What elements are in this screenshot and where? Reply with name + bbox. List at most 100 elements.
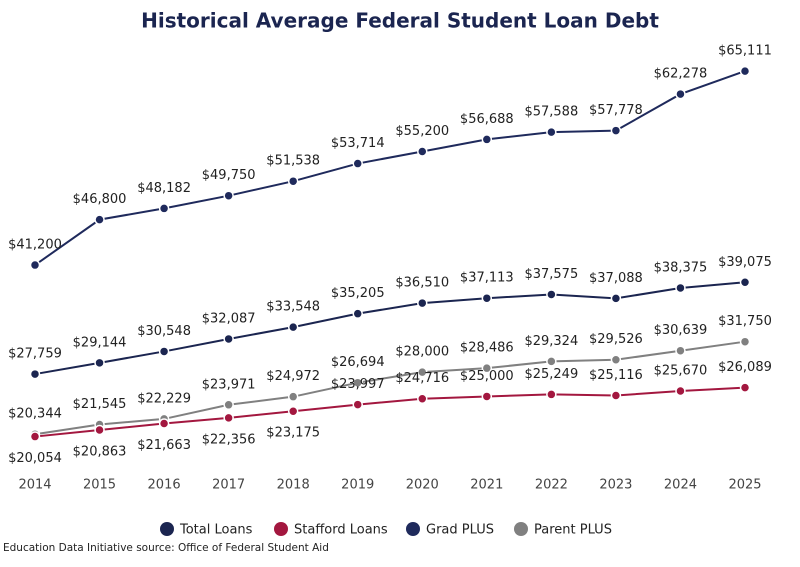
data-label: $23,971 bbox=[202, 377, 256, 392]
legend-marker bbox=[406, 522, 420, 536]
data-point bbox=[675, 385, 686, 397]
data-label: $57,778 bbox=[589, 103, 643, 118]
data-point bbox=[610, 125, 622, 136]
data-label: $21,663 bbox=[137, 438, 191, 453]
data-point bbox=[94, 214, 105, 225]
data-label: $29,324 bbox=[524, 334, 578, 349]
data-label: $24,716 bbox=[395, 371, 449, 386]
data-label: $23,175 bbox=[266, 426, 320, 441]
legend-label: Total Loans bbox=[179, 523, 253, 538]
x-tick-label: 2016 bbox=[148, 478, 181, 493]
series-line bbox=[34, 386, 746, 438]
data-point bbox=[546, 389, 557, 400]
data-label: $49,750 bbox=[202, 168, 256, 183]
data-point bbox=[223, 333, 234, 345]
x-tick-label: 2019 bbox=[341, 478, 374, 493]
data-point bbox=[546, 356, 557, 367]
data-point bbox=[739, 382, 751, 393]
data-label: $37,113 bbox=[460, 271, 514, 286]
data-point bbox=[739, 277, 751, 288]
data-label: $36,510 bbox=[395, 276, 449, 291]
source-note: Education Data Initiative source: Office… bbox=[3, 542, 329, 554]
x-tick-label: 2017 bbox=[212, 478, 245, 493]
data-label: $30,639 bbox=[654, 323, 708, 338]
data-label: $46,800 bbox=[73, 192, 127, 207]
data-label: $30,548 bbox=[137, 324, 191, 339]
data-label: $62,278 bbox=[654, 67, 708, 82]
x-tick-label: 2020 bbox=[406, 478, 439, 493]
x-tick-label: 2023 bbox=[599, 478, 632, 493]
data-point bbox=[417, 393, 428, 404]
x-tick-label: 2015 bbox=[83, 478, 116, 493]
data-label: $51,538 bbox=[266, 154, 320, 169]
data-label: $39,075 bbox=[718, 255, 772, 270]
data-label: $37,088 bbox=[589, 271, 643, 286]
series-line bbox=[34, 340, 746, 436]
data-point bbox=[287, 405, 299, 417]
data-point bbox=[352, 158, 363, 169]
data-label: $20,054 bbox=[8, 451, 62, 466]
x-tick-label: 2025 bbox=[728, 478, 761, 493]
series-line bbox=[34, 281, 746, 376]
data-point bbox=[610, 390, 622, 401]
data-point bbox=[352, 399, 363, 410]
data-label: $29,526 bbox=[589, 332, 643, 347]
data-label: $24,972 bbox=[266, 369, 320, 384]
data-point bbox=[94, 357, 105, 369]
x-tick-label: 2018 bbox=[277, 478, 310, 493]
data-label: $31,750 bbox=[718, 314, 772, 329]
x-tick-label: 2024 bbox=[664, 478, 697, 493]
data-point bbox=[675, 282, 686, 294]
data-label: $28,000 bbox=[395, 345, 449, 360]
data-point bbox=[481, 362, 493, 374]
chart-title: Historical Average Federal Student Loan … bbox=[141, 9, 659, 33]
data-label: $29,144 bbox=[73, 335, 127, 350]
data-point bbox=[158, 418, 170, 429]
data-label: $21,545 bbox=[73, 397, 127, 412]
x-tick-label: 2021 bbox=[470, 478, 503, 493]
data-point bbox=[287, 391, 299, 402]
data-point bbox=[287, 175, 299, 187]
data-label: $35,205 bbox=[331, 286, 385, 301]
data-point bbox=[29, 368, 41, 380]
data-point bbox=[223, 399, 234, 411]
legend-label: Stafford Loans bbox=[294, 523, 388, 538]
data-label: $27,759 bbox=[8, 347, 62, 362]
legend-label: Parent PLUS bbox=[534, 523, 612, 538]
data-point bbox=[610, 354, 622, 365]
legend-marker bbox=[514, 522, 528, 536]
data-point bbox=[158, 203, 170, 214]
series-line bbox=[34, 70, 746, 266]
data-point bbox=[739, 65, 751, 77]
data-label: $26,694 bbox=[331, 355, 385, 370]
data-label: $33,548 bbox=[266, 300, 320, 315]
data-label: $56,688 bbox=[460, 112, 514, 127]
data-label: $23,997 bbox=[331, 377, 385, 392]
data-label: $22,229 bbox=[137, 391, 191, 406]
data-point bbox=[29, 431, 41, 442]
data-label: $38,375 bbox=[654, 260, 708, 275]
data-label: $32,087 bbox=[202, 311, 256, 326]
data-label: $20,344 bbox=[8, 407, 62, 422]
data-label: $22,356 bbox=[202, 432, 256, 447]
data-point bbox=[481, 391, 493, 402]
data-point bbox=[546, 126, 557, 138]
data-point bbox=[352, 308, 363, 319]
x-tick-label: 2022 bbox=[535, 478, 568, 493]
data-point bbox=[675, 345, 686, 356]
legend-marker bbox=[274, 522, 288, 536]
legend-marker bbox=[160, 522, 174, 536]
data-point bbox=[158, 346, 170, 357]
data-label: $65,111 bbox=[718, 44, 772, 59]
data-label: $25,000 bbox=[460, 369, 514, 384]
data-point bbox=[29, 259, 41, 271]
data-point bbox=[481, 292, 493, 304]
data-label: $28,486 bbox=[460, 341, 514, 356]
data-label: $55,200 bbox=[395, 124, 449, 139]
data-point bbox=[352, 377, 363, 388]
data-label: $25,249 bbox=[524, 367, 578, 382]
data-point bbox=[610, 293, 622, 304]
data-label: $26,089 bbox=[718, 360, 772, 375]
data-label: $25,116 bbox=[589, 368, 643, 383]
